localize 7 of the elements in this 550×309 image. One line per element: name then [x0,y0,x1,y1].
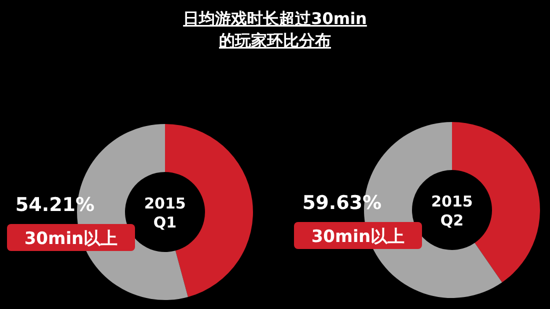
slice-label: 30min以上 [311,227,405,247]
chart-title: 日均游戏时长超过30min 的玩家环比分布 [183,9,367,50]
text: 2015 [144,194,186,212]
text: Q2 [440,212,464,230]
text: 2015 [431,192,473,210]
text: Q1 [153,214,177,232]
slice-label: 30min以上 [24,229,118,249]
